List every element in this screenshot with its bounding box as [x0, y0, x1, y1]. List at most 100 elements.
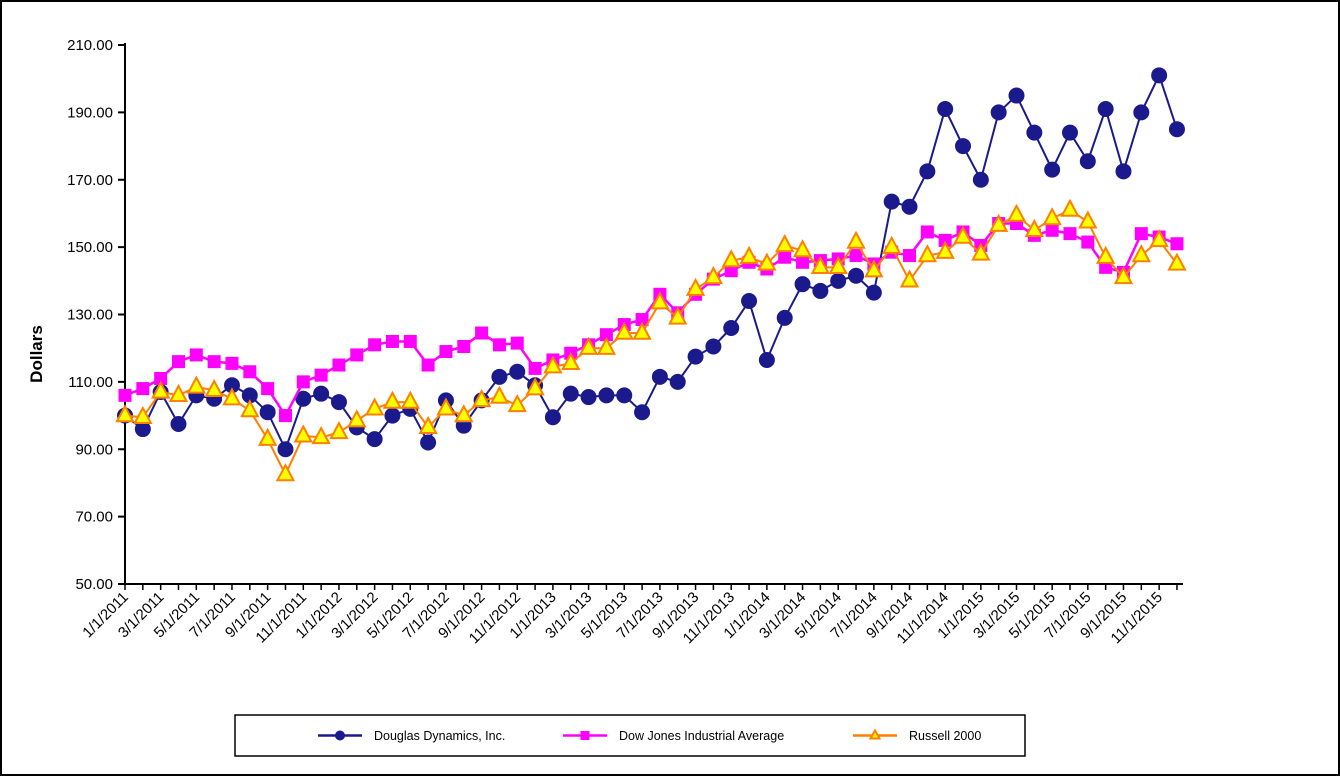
marker-triangle [1078, 210, 1098, 229]
marker-circle [1079, 153, 1096, 170]
marker-triangle [561, 351, 581, 371]
marker-circle [990, 104, 1007, 121]
marker-circle [580, 389, 597, 406]
marker-triangle [1042, 207, 1062, 226]
marker-triangle [989, 213, 1009, 232]
marker-circle [366, 431, 383, 448]
marker-circle [865, 284, 882, 301]
marker-square [350, 348, 364, 362]
marker-circle [794, 276, 811, 293]
marker-triangle [347, 409, 367, 428]
marker-circle [1115, 163, 1132, 180]
marker-circle [420, 434, 437, 451]
marker-triangle [828, 255, 848, 275]
marker-triangle [489, 385, 510, 404]
axes: 210.00 190.00 170.00 150.00 130.00 110.00 90.0… [67, 37, 1183, 647]
marker-triangle [543, 355, 563, 374]
marker-circle [919, 163, 936, 180]
y-tick-label: 50.00 [75, 576, 113, 593]
y-tick-label: 130.00 [67, 307, 113, 324]
marker-triangle [1060, 198, 1080, 217]
marker-circle [723, 319, 740, 336]
marker-triangle [864, 259, 884, 278]
marker-square [189, 348, 203, 362]
y-tick-label: 190.00 [67, 104, 113, 121]
legend-label: Dow Jones Industrial Average [619, 729, 784, 743]
marker-triangle [596, 336, 617, 355]
marker-square [580, 731, 590, 740]
marker-triangle [507, 394, 527, 413]
marker-triangle [917, 244, 938, 263]
marker-triangle [846, 230, 866, 249]
marker-circle [544, 409, 561, 426]
y-tick-label: 90.00 [75, 441, 113, 458]
marker-square [403, 334, 417, 348]
marker-square [207, 355, 221, 369]
series-russell-2000 [115, 198, 1187, 482]
marker-triangle [186, 375, 206, 394]
marker-triangle [953, 225, 973, 244]
marker-circle [1026, 124, 1043, 141]
marker-circle [170, 415, 187, 432]
marker-square [778, 250, 792, 264]
marker-triangle [168, 383, 189, 403]
marker-square [314, 368, 328, 382]
marker-triangle [578, 336, 599, 355]
marker-square [225, 356, 239, 370]
marker-triangle [240, 399, 260, 418]
marker-triangle [436, 397, 456, 416]
marker-triangle [364, 397, 385, 416]
marker-triangle [1131, 244, 1151, 263]
marker-triangle [400, 390, 420, 409]
marker-triangle [471, 388, 492, 408]
marker-circle [509, 363, 526, 380]
marker-circle [687, 348, 704, 365]
marker-circle [937, 101, 954, 118]
marker-triangle [204, 378, 224, 397]
marker-triangle [739, 245, 759, 264]
marker-square [261, 382, 275, 396]
marker-triangle [810, 255, 831, 275]
y-tick-label: 70.00 [75, 509, 113, 526]
marker-triangle [935, 240, 955, 259]
marker-triangle [757, 252, 777, 271]
marker-triangle [293, 424, 313, 443]
y-axis-title: Dollars [27, 325, 46, 383]
legend-item-russell-2000: Russell 2000 [853, 728, 981, 743]
marker-square [796, 255, 810, 269]
marker-square [510, 336, 524, 350]
marker-triangle [792, 239, 813, 258]
legend-label: Russell 2000 [909, 729, 981, 743]
marker-circle [562, 385, 579, 402]
marker-triangle [311, 426, 331, 445]
marker-square [903, 249, 917, 263]
marker-triangle [868, 728, 882, 740]
marker-circle [335, 730, 345, 741]
marker-circle [1151, 67, 1168, 84]
marker-circle [758, 351, 775, 368]
marker-circle [741, 293, 758, 310]
marker-circle [1097, 101, 1114, 118]
y-tick-label: 210.00 [67, 37, 113, 54]
marker-triangle [775, 234, 795, 253]
marker-circle [1008, 87, 1025, 104]
marker-circle [883, 193, 900, 210]
marker-square [439, 345, 453, 359]
marker-circle [384, 407, 401, 424]
marker-square [457, 340, 471, 354]
marker-circle [277, 441, 294, 458]
marker-triangle [1167, 252, 1187, 271]
marker-circle [651, 368, 668, 385]
marker-circle [705, 338, 722, 355]
marker-square [385, 334, 399, 348]
legend: Douglas Dynamics, Inc. Dow Jones Industri… [234, 714, 1026, 757]
marker-triangle [275, 463, 296, 482]
marker-triangle [1024, 218, 1044, 237]
marker-square [118, 388, 132, 402]
marker-triangle [703, 266, 724, 285]
marker-triangle [721, 249, 741, 268]
marker-circle [848, 267, 865, 284]
marker-square [171, 355, 185, 369]
marker-circle [313, 385, 330, 402]
